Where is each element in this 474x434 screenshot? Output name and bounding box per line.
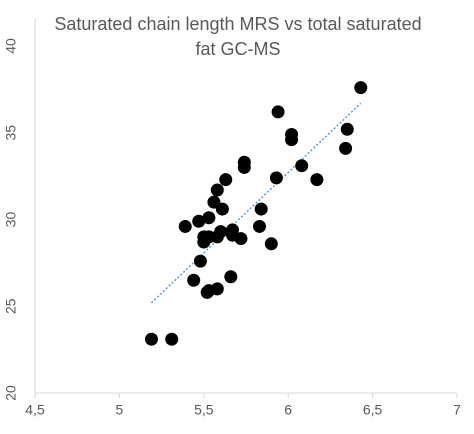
y-tick-label: 40: [3, 38, 19, 54]
point: [225, 223, 239, 237]
point: [340, 122, 354, 136]
point: [215, 202, 229, 216]
point: [178, 219, 192, 233]
point: [285, 133, 299, 147]
point: [310, 173, 324, 187]
point: [253, 219, 267, 233]
point: [187, 273, 201, 287]
x-tick-label: 7: [453, 402, 461, 418]
point: [224, 270, 238, 284]
x-tick-label: 5,5: [194, 402, 214, 418]
y-tick-label: 35: [3, 125, 19, 141]
point: [339, 141, 353, 155]
point: [210, 183, 224, 197]
point: [219, 173, 233, 187]
y-tick-label: 30: [3, 212, 19, 228]
point: [210, 282, 224, 296]
point: [254, 202, 268, 216]
trendline: [150, 102, 362, 304]
y-tick-label: 20: [3, 385, 19, 401]
point: [354, 81, 368, 95]
x-tick-label: 6: [284, 402, 292, 418]
x-tick-label: 5: [116, 402, 124, 418]
x-tick-label: 6,5: [363, 402, 383, 418]
point: [165, 332, 179, 346]
point: [269, 171, 283, 185]
y-tick-label: 25: [3, 298, 19, 314]
point: [214, 225, 228, 239]
point: [234, 232, 248, 246]
point: [264, 237, 278, 251]
x-tick-label: 4,5: [25, 402, 45, 418]
point: [295, 159, 309, 173]
point: [192, 214, 206, 228]
point: [271, 105, 285, 119]
point: [193, 254, 207, 268]
chart-title: Saturated chain length MRS vs total satu…: [54, 14, 422, 59]
point: [202, 211, 216, 225]
point: [237, 160, 251, 174]
point: [144, 332, 158, 346]
